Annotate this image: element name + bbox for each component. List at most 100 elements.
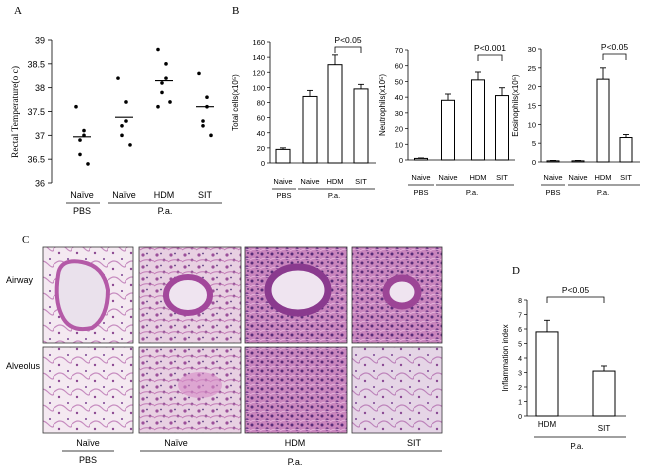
inflammation-index-bar-chart: Inflammation index 8 7 6 5 4 3 2 1 0 P<0.05 <box>501 285 626 421</box>
y-tick-label: 2 <box>518 385 522 392</box>
y-tick-label: 5 <box>532 139 536 148</box>
treatment-label: P.a. <box>466 188 478 197</box>
data-point <box>156 47 160 52</box>
x-tick-label: SIT <box>355 177 367 186</box>
x-tick-label: HDM <box>469 173 486 182</box>
y-tick-label: 10 <box>395 140 403 149</box>
column-label: HDM <box>285 438 306 448</box>
data-point <box>209 133 213 138</box>
significance-label: P<0.05 <box>562 285 589 295</box>
y-tick-label: 7 <box>518 313 522 320</box>
eosinophils-bar-chart: Eosinophils(x10⁵) 30 25 20 15 10 5 0 P<0.05 <box>511 42 640 167</box>
x-tick-label: Naive <box>411 173 430 182</box>
y-tick-label: 36 <box>35 179 45 189</box>
x-tick-label: SIT <box>620 173 632 182</box>
data-point <box>156 104 160 109</box>
panel-letter-a: A <box>14 5 22 17</box>
treatment-label: PBS <box>413 188 428 197</box>
micrograph-alveolus-sit-pa <box>351 346 443 434</box>
y-tick-label: 38 <box>35 83 45 93</box>
inflammation-x-labels: HDM SIT P.a. <box>534 420 626 451</box>
bar <box>441 99 455 161</box>
bar <box>414 157 428 161</box>
column-label: SIT <box>407 438 422 448</box>
treatment-label: PBS <box>545 188 560 197</box>
x-tick-label: Naive <box>438 173 457 182</box>
y-tick-label: 10 <box>528 120 536 129</box>
y-tick-label: 37 <box>35 131 45 141</box>
y-tick-label: 25 <box>528 64 536 73</box>
total-cells-bar-chart: Total cells(x10⁵) 160 140 120 100 80 60 40 20 0 P<… <box>231 35 376 168</box>
data-point <box>124 100 128 104</box>
data-point <box>168 100 172 104</box>
data-point <box>124 119 128 123</box>
treatment-label: P.a. <box>158 206 173 216</box>
data-point <box>120 124 124 128</box>
significance-label: P<0.05 <box>334 35 361 45</box>
y-tick-label: 1 <box>518 400 522 407</box>
y-tick-label: 20 <box>257 144 265 153</box>
total-cells-x-labels: Naive Naive HDM SIT PBS P.a. <box>272 177 375 200</box>
significance-label: P<0.05 <box>601 42 628 52</box>
data-point <box>201 119 205 123</box>
bar <box>302 95 318 164</box>
significance-bracket <box>546 296 605 303</box>
significance-label: P<0.001 <box>474 43 506 53</box>
data-point <box>164 62 168 66</box>
bar <box>353 88 369 164</box>
y-tick-label: 120 <box>252 68 265 77</box>
y-tick-label: 0 <box>399 156 403 165</box>
column-label: Naïve <box>76 438 100 448</box>
x-tick-label: SIT <box>598 424 611 433</box>
scatter-points <box>73 47 214 166</box>
temperature-scatter-panel: Rectal Temperature(o c) 39 38.5 38 37.5 37 36… <box>10 36 222 216</box>
y-tick-label: 30 <box>395 109 403 118</box>
data-point <box>197 71 201 76</box>
y-tick-label: 30 <box>528 45 536 54</box>
data-point <box>116 76 120 80</box>
eosinophils-x-labels: Naive Naive HDM SIT PBS P.a. <box>541 173 640 197</box>
data-point <box>74 104 78 109</box>
y-tick-label: 4 <box>518 356 522 363</box>
data-point <box>78 138 82 142</box>
y-tick-label: 0 <box>532 158 536 167</box>
micrograph-alveolus-hdm-pa <box>244 346 348 434</box>
significance-bracket <box>602 53 627 60</box>
micrograph-airway-naive-pbs <box>42 246 134 344</box>
panel-letter-b: B <box>232 5 239 17</box>
micrograph-airway-hdm-pa <box>244 246 348 344</box>
data-point <box>164 76 168 80</box>
x-tick-label: SIT <box>496 173 508 182</box>
data-point <box>128 143 132 147</box>
data-point <box>86 162 90 166</box>
y-tick-label: 37.5 <box>27 107 45 117</box>
panel-letter-c: C <box>22 234 29 246</box>
row-label-airway: Airway <box>6 275 34 285</box>
x-tick-label: Naive <box>273 177 292 186</box>
y-tick-label: 60 <box>257 114 265 123</box>
y-tick-label: 100 <box>252 83 265 92</box>
y-ticks: 39 38.5 38 37.5 37 36.5 36 <box>27 36 52 189</box>
x-tick-label: HDM <box>594 173 611 182</box>
row-label-alveolus: Alveolus <box>6 361 41 371</box>
y-tick-label: 140 <box>252 53 265 62</box>
data-point <box>82 128 86 133</box>
significance-bracket <box>334 46 362 53</box>
treatment-label: P.a. <box>288 457 303 467</box>
data-point <box>160 81 164 85</box>
y-tick-label: 40 <box>257 129 265 138</box>
y-tick-label: 80 <box>257 99 265 108</box>
histology-panel: Airway Alveolus <box>6 246 443 467</box>
treatment-label: P.a. <box>570 442 583 451</box>
y-tick-label: 60 <box>395 62 403 71</box>
neutrophils-bar-chart: Neutrophils(x10⁵) 70 60 50 40 30 20 10 0 P<0.001 <box>378 43 515 165</box>
data-point <box>78 152 82 157</box>
treatment-label: P.a. <box>328 191 340 200</box>
y-tick-label: 0 <box>518 414 522 421</box>
x-tick-label: SIT <box>198 190 213 200</box>
y-tick-label: 15 <box>528 102 536 111</box>
y-tick-label: 70 <box>395 46 403 55</box>
bar <box>495 95 509 161</box>
y-tick-label: 8 <box>518 298 522 305</box>
